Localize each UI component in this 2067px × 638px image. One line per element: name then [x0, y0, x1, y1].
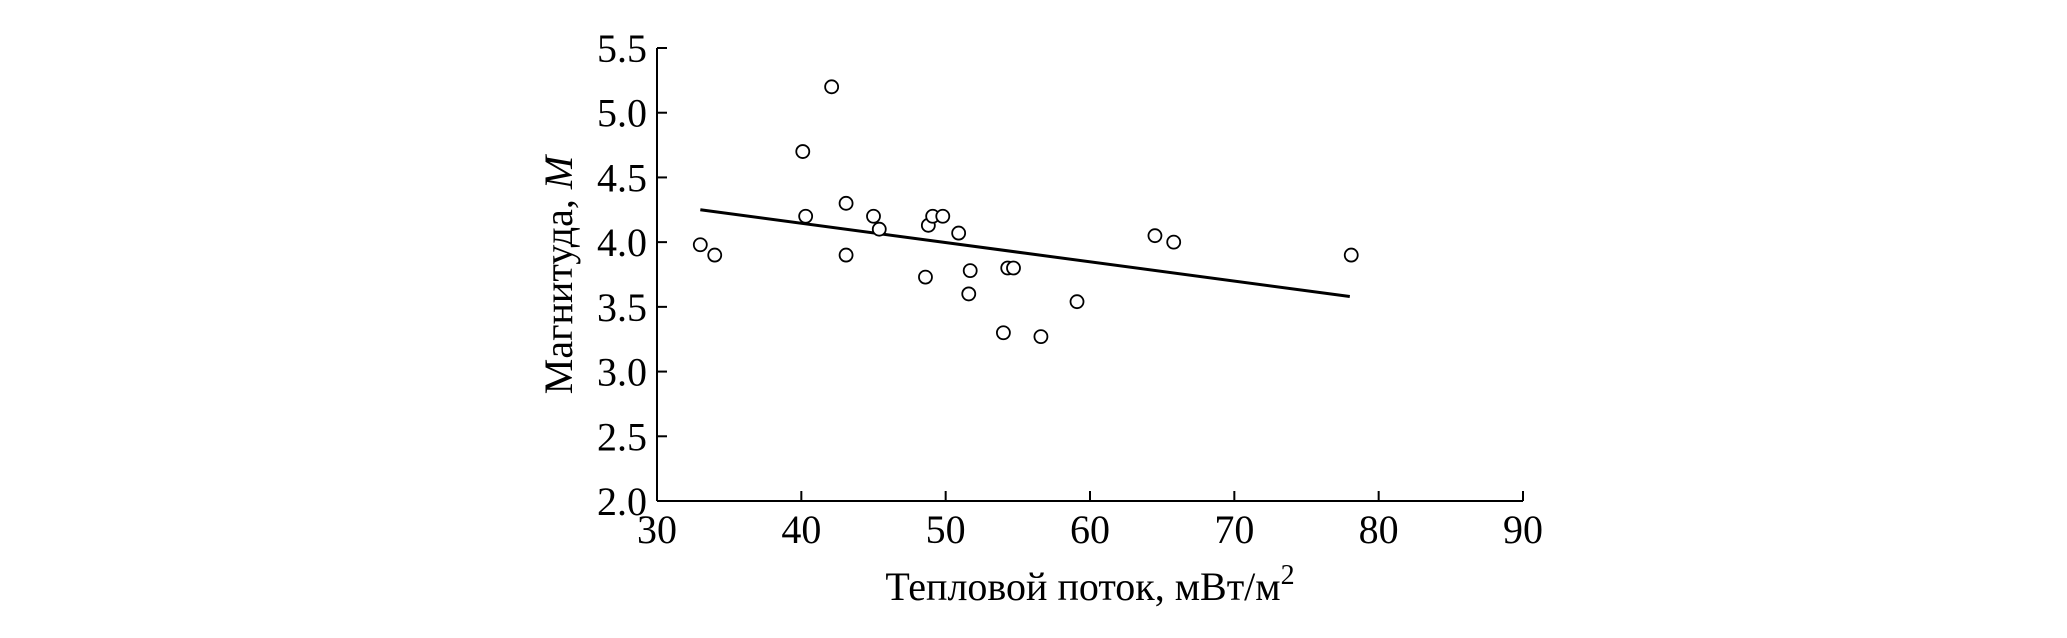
data-point	[1069, 294, 1085, 310]
y-tick-label: 5.5	[597, 26, 647, 71]
y-tick-label: 2.0	[597, 479, 647, 524]
data-point	[935, 208, 951, 224]
y-tick-label: 2.5	[597, 414, 647, 459]
data-point	[1033, 329, 1049, 345]
data-point	[692, 237, 708, 253]
data-point	[962, 263, 978, 279]
data-point	[1166, 234, 1182, 250]
y-axis-label: Магнитуда, M	[536, 153, 581, 394]
data-point	[824, 79, 840, 95]
ticks: 30 40 50 60 70 80 90 2.0 2.5 3.0 3.5 4.0 4.5 5.0 5.5	[597, 26, 1543, 552]
y-tick-label: 5.0	[597, 91, 647, 136]
data-point	[838, 247, 854, 263]
data-point	[951, 225, 967, 241]
y-tick-label: 3.5	[597, 285, 647, 330]
x-tick-label: 50	[926, 507, 966, 552]
data-points	[692, 79, 1359, 345]
data-point	[795, 144, 811, 159]
trend-line	[700, 208, 1350, 298]
data-point	[1006, 260, 1021, 276]
data-point	[838, 195, 854, 211]
data-point	[866, 208, 881, 224]
data-point	[961, 286, 977, 302]
x-tick-label: 60	[1070, 507, 1110, 552]
data-point	[1147, 228, 1163, 244]
y-tick-label: 4.5	[597, 155, 647, 200]
data-point	[918, 269, 933, 285]
data-point	[1343, 247, 1359, 263]
y-tick-label: 3.0	[597, 350, 647, 395]
data-point	[798, 208, 814, 224]
x-tick-label: 90	[1503, 507, 1543, 552]
data-point	[871, 221, 887, 237]
x-axis-label: Тепловой поток, мВт/м2	[885, 560, 1294, 609]
x-tick-label: 80	[1359, 507, 1399, 552]
y-tick-label: 4.0	[597, 220, 647, 265]
x-tick-label: 40	[781, 507, 821, 552]
axes	[656, 48, 1523, 502]
x-tick-label: 70	[1214, 507, 1254, 552]
data-point	[996, 325, 1011, 341]
data-point	[707, 247, 723, 263]
x-tick-label: 30	[637, 507, 677, 552]
